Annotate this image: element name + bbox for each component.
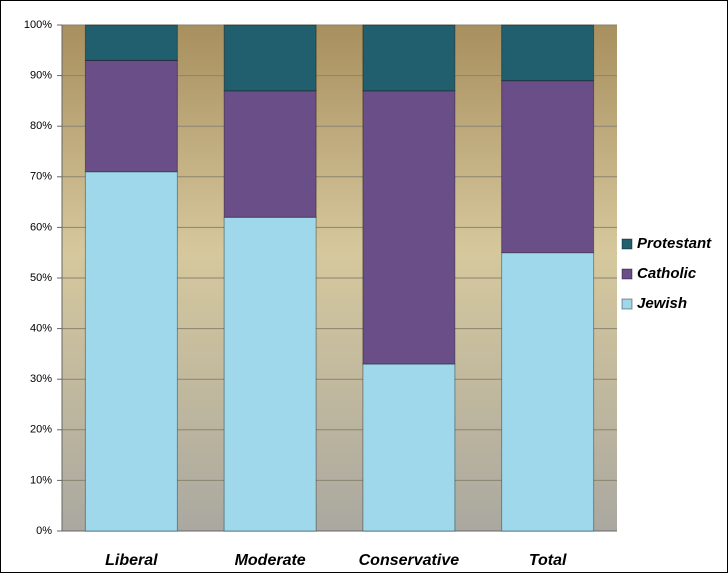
x-tick-label: Conservative xyxy=(359,552,460,569)
legend-swatch xyxy=(621,238,633,250)
bar-segment xyxy=(223,216,317,532)
legend-swatch xyxy=(621,298,633,310)
bar-segment xyxy=(223,90,317,218)
x-tick-label: Moderate xyxy=(235,552,306,569)
legend-label: Catholic xyxy=(637,265,697,282)
bar-segment xyxy=(223,24,317,92)
bar-segment xyxy=(84,59,178,173)
y-tick-label: 60% xyxy=(30,221,52,233)
x-tick-label: Total xyxy=(529,552,567,569)
bar-segment xyxy=(84,24,178,61)
y-tick-label: 50% xyxy=(30,272,52,284)
legend-swatch xyxy=(621,268,633,280)
legend-label: Jewish xyxy=(637,295,687,312)
bar-segment xyxy=(501,80,595,254)
y-tick-label: 40% xyxy=(30,323,52,335)
y-tick-label: 90% xyxy=(30,70,52,82)
y-tick-label: 80% xyxy=(30,120,52,132)
y-tick-label: 70% xyxy=(30,171,52,183)
bar-segment xyxy=(501,24,595,82)
bar-segment xyxy=(362,363,456,532)
y-tick-label: 30% xyxy=(30,373,52,385)
y-tick-label: 100% xyxy=(24,19,52,31)
y-tick-label: 0% xyxy=(36,525,52,537)
y-tick-label: 20% xyxy=(30,424,52,436)
bar-segment xyxy=(362,24,456,92)
legend-label: Protestant xyxy=(637,235,712,252)
bar-segment xyxy=(84,171,178,532)
bar-segment xyxy=(501,252,595,532)
y-tick-label: 10% xyxy=(30,474,52,486)
bar-segment xyxy=(362,90,456,365)
x-tick-label: Liberal xyxy=(105,552,158,569)
